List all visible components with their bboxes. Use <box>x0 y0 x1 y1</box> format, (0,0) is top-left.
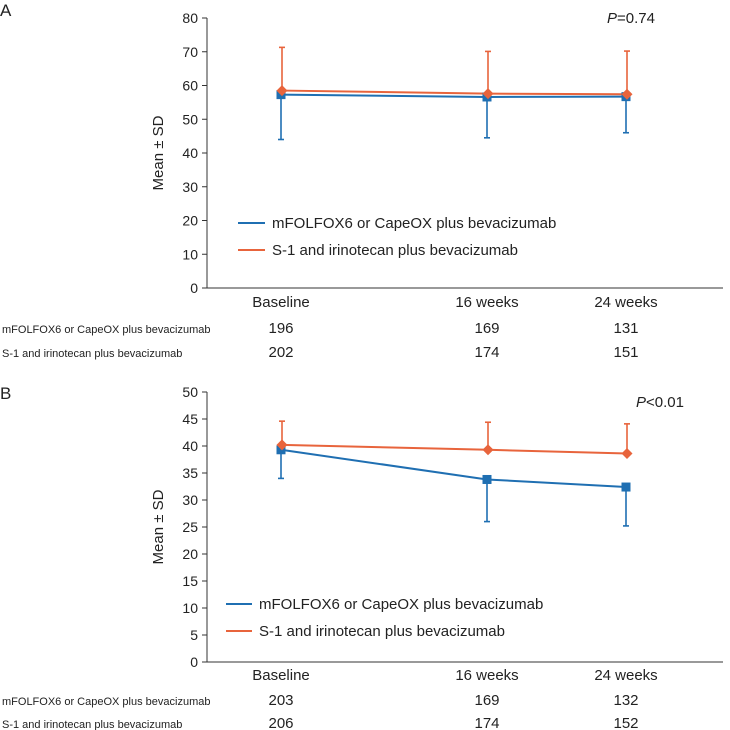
count-value: 202 <box>268 344 293 361</box>
y-tick-label: 5 <box>190 627 198 643</box>
x-category-label: 24 weeks <box>594 294 657 311</box>
y-axis-label: Mean ± SD <box>150 115 167 190</box>
p-value-number: =0.74 <box>617 10 655 27</box>
x-category-label: Baseline <box>252 667 310 684</box>
y-tick-label: 10 <box>182 246 198 262</box>
count-row-label: mFOLFOX6 or CapeOX plus bevacizumab <box>2 324 210 336</box>
data-point-diamond <box>482 88 494 100</box>
x-category-label: 16 weeks <box>455 294 518 311</box>
series-line <box>281 89 628 96</box>
y-tick-label: 50 <box>182 111 198 127</box>
y-tick-label: 25 <box>182 519 198 535</box>
legend-label: S-1 and irinotecan plus bevacizumab <box>272 242 518 259</box>
count-value: 203 <box>268 692 293 709</box>
y-tick-label: 35 <box>182 465 198 481</box>
y-tick-label: 40 <box>182 438 198 454</box>
y-tick-label: 20 <box>182 213 198 229</box>
data-point-diamond <box>621 448 633 460</box>
count-value: 152 <box>613 715 638 730</box>
y-tick-label: 20 <box>182 546 198 562</box>
y-tick-label: 15 <box>182 573 198 589</box>
y-tick-label: 80 <box>182 10 198 26</box>
y-tick-label: 70 <box>182 44 198 60</box>
panel-letter: B <box>0 384 11 403</box>
y-tick-label: 30 <box>182 179 198 195</box>
count-value: 132 <box>613 692 638 709</box>
count-value: 174 <box>474 344 499 361</box>
y-tick-label: 50 <box>182 384 198 400</box>
y-tick-label: 40 <box>182 145 198 161</box>
data-point-diamond <box>276 85 288 97</box>
data-point-square <box>482 474 492 484</box>
y-tick-label: 45 <box>182 411 198 427</box>
count-row-label: S-1 and irinotecan plus bevacizumab <box>2 348 182 360</box>
count-value: 169 <box>474 692 499 709</box>
y-tick-label: 0 <box>190 280 198 296</box>
p-value: P=0.74 <box>607 10 655 27</box>
count-value: 151 <box>613 344 638 361</box>
series-line <box>280 448 627 489</box>
panel-b: B 0 5 10 15 20 25 30 35 40 45 50 Mean ± SD P<0.01 mFOL… <box>0 384 723 730</box>
legend-label: mFOLFOX6 or CapeOX plus bevacizumab <box>272 215 556 232</box>
data-point-square <box>276 445 286 455</box>
y-tick-label: 0 <box>190 654 198 670</box>
panel-letter: A <box>0 1 12 20</box>
y-tick-label: 60 <box>182 78 198 94</box>
data-point-diamond <box>621 88 633 100</box>
count-value: 169 <box>474 320 499 337</box>
data-point-diamond <box>482 444 494 456</box>
series-line <box>281 443 628 455</box>
y-tick-label: 30 <box>182 492 198 508</box>
p-value-symbol: P <box>607 10 617 27</box>
p-value-number: <0.01 <box>646 394 684 411</box>
p-value: P<0.01 <box>636 394 684 411</box>
x-category-label: 24 weeks <box>594 667 657 684</box>
count-row-label: mFOLFOX6 or CapeOX plus bevacizumab <box>2 696 210 708</box>
count-value: 206 <box>268 715 293 730</box>
count-row-label: S-1 and irinotecan plus bevacizumab <box>2 719 182 730</box>
count-value: 196 <box>268 320 293 337</box>
count-value: 131 <box>613 320 638 337</box>
count-value: 174 <box>474 715 499 730</box>
p-value-symbol: P <box>636 394 646 411</box>
y-axis-label: Mean ± SD <box>150 489 167 564</box>
x-category-label: 16 weeks <box>455 667 518 684</box>
data-point-diamond <box>276 439 288 451</box>
x-category-label: Baseline <box>252 294 310 311</box>
data-point-square <box>621 482 631 492</box>
legend-label: mFOLFOX6 or CapeOX plus bevacizumab <box>259 596 543 613</box>
panel-a: A 0 10 20 30 40 50 60 70 80 Mean ± SD P=0.74 mFOLFOX… <box>0 1 723 361</box>
y-tick-label: 10 <box>182 600 198 616</box>
legend-label: S-1 and irinotecan plus bevacizumab <box>259 623 505 640</box>
